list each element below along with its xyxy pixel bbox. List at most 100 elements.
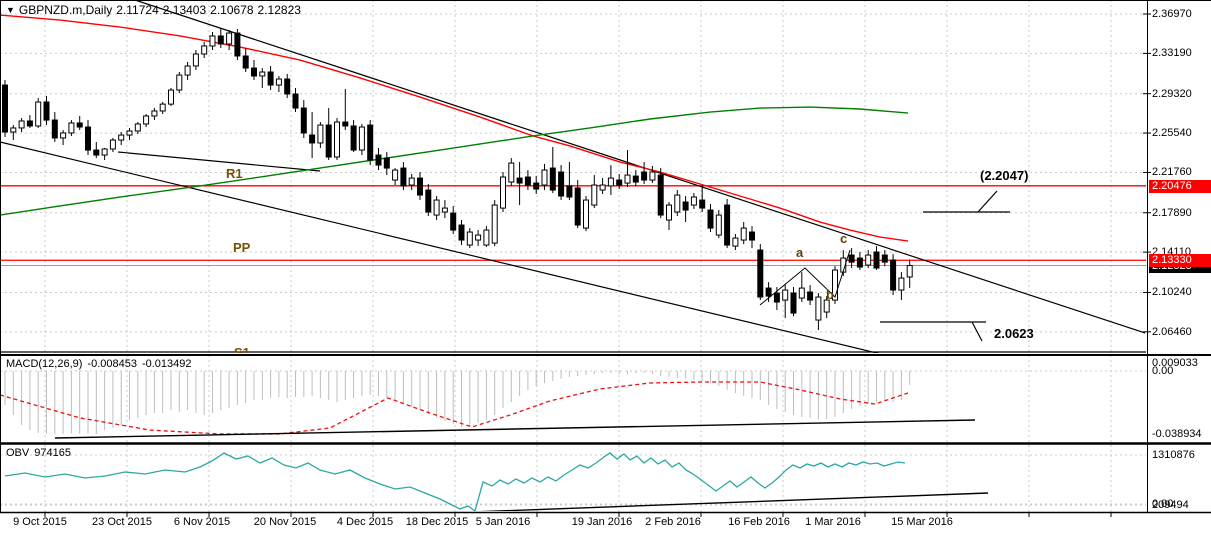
candle [375,154,382,166]
support-target-label[interactable]: 2.0623 [994,326,1034,341]
candle [707,209,714,229]
candle [856,257,863,268]
obv-axis-label: 209494 [1152,499,1189,511]
pivot-s1-label: S1 [234,345,250,353]
time-axis-label: 5 Jan 2016 [475,516,531,528]
obv-name: OBV [6,447,30,459]
candle [176,74,183,91]
candle [26,120,33,127]
time-axis-label: 20 Nov 2015 [253,516,317,528]
candle [450,212,457,231]
candle [433,199,440,216]
candle [325,124,332,158]
candle [251,67,257,77]
candle [666,204,672,221]
candle [832,269,838,301]
price-axis-label: 2.10240 [1152,286,1192,298]
obv-line [4,452,906,511]
candle [591,184,598,206]
candle-series [2,27,913,331]
candle [566,185,573,198]
candle [10,127,17,133]
resistance-target-label[interactable]: (2.2047) [980,168,1029,183]
macd-histogram [4,371,911,434]
candle [607,177,614,187]
obv-indicator-label: OBV 974165 [6,447,76,459]
high-value: 2.13403 [162,3,207,17]
obv-axis-label: 1310876 [1152,449,1195,461]
trendline-descending-midline [0,141,880,353]
candle [226,32,233,45]
candle [35,101,42,127]
open-value: 2.11724 [116,3,159,17]
candle [541,169,548,186]
candle [93,149,100,156]
candle [483,229,490,246]
macd-signal-line [0,381,909,435]
candle [367,124,374,161]
candle [699,199,706,209]
candle [184,65,191,76]
wave-c-label[interactable]: c [840,231,848,246]
macd-axis-label: 0.009033 [1152,357,1198,369]
candle [773,292,780,303]
time-axis-label: 15 Mar 2016 [891,516,953,528]
candle [807,291,814,301]
time-axis-label: 16 Feb 2016 [728,516,790,528]
macd-axis-label: -0.038934 [1152,428,1202,440]
macd-indicator-label: MACD(12,26,9) -0.008453 -0.013492 [6,358,197,370]
candle [68,122,75,134]
candle [749,231,755,241]
time-axis-label: 4 Dec 2015 [336,516,394,528]
candle [798,287,805,299]
chart-title: ▼ GBPNZD.m,Daily 2.11724 2.13403 2.10678 2.12… [6,3,305,17]
candle [906,265,913,278]
candle [632,175,639,183]
candle [782,289,789,301]
candle [690,196,697,206]
candle [109,139,116,150]
candle [865,254,872,266]
candle [458,224,465,241]
abc-zigzag-line [759,249,851,306]
candle [641,171,648,181]
price-badge: 2.13330 [1149,254,1211,267]
candle [516,177,523,184]
wave-b-label[interactable]: b [826,287,834,302]
candle [881,254,888,263]
chart-dropdown-icon[interactable]: ▼ [6,5,15,15]
price-axis-label: 2.25540 [1152,127,1192,139]
candle [275,78,282,86]
candle [118,134,125,141]
macd-axis-label: 0.00 [1152,365,1174,377]
trendline-october-support [117,151,321,172]
pointer-resistance-shelf [977,190,998,213]
candle [292,93,299,109]
wave-a-label[interactable]: a [796,245,804,260]
candle [234,32,241,57]
candle [657,174,664,216]
candle [533,182,540,190]
candle [51,119,58,139]
price-axis-label: 2.17890 [1152,207,1192,219]
candle [217,35,224,45]
candle [201,45,208,55]
ma-slow-line [0,106,909,216]
price-badge: 2.20476 [1149,180,1211,193]
price-axis-label: 2.36970 [1152,8,1192,20]
candle [358,126,365,151]
time-axis-label: 9 Oct 2015 [13,516,67,528]
candle [732,237,739,247]
candle [823,299,830,313]
candle [508,162,515,183]
candle [624,174,631,184]
price-axis-label: 2.21760 [1152,166,1192,178]
candle [790,292,797,314]
candle [383,157,390,169]
candle [558,171,565,197]
candle [491,204,498,244]
candle [466,231,473,246]
candle [408,177,415,186]
